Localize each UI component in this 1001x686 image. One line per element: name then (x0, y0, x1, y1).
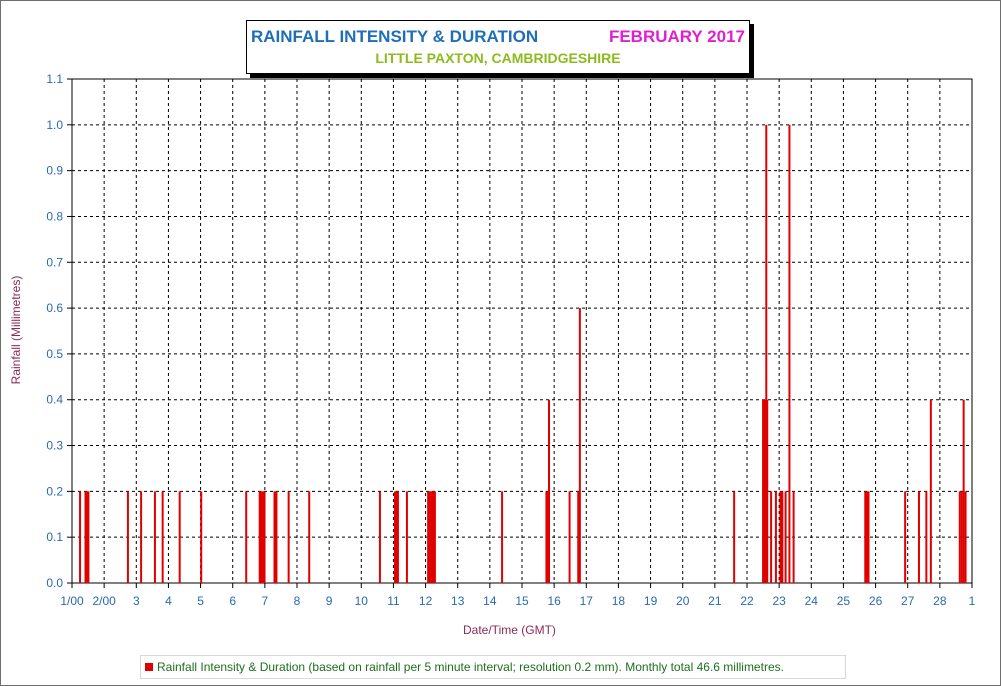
x-tick-label: 12 (419, 594, 433, 608)
rainfall-bar (784, 491, 787, 583)
rainfall-bar (568, 491, 571, 583)
rainfall-bar (770, 491, 773, 583)
rainfall-bar (245, 491, 248, 583)
rainfall-bar (764, 399, 766, 583)
rainfall-bar (925, 491, 928, 583)
rainfall-bar (287, 491, 290, 583)
y-axis-label: Rainfall (Millimetres) (9, 275, 23, 385)
chart-subtitle: LITTLE PAXTON, CAMBRIDGESHIRE (375, 50, 621, 66)
rainfall-bar (774, 491, 777, 583)
rainfall-bar (864, 491, 867, 583)
x-tick-label: 23 (772, 594, 786, 608)
x-tick-label: 10 (355, 594, 369, 608)
rainfall-bar (178, 491, 181, 583)
rainfall-bar (161, 491, 164, 583)
rainfall-bar (577, 491, 580, 583)
y-tick-label: 0.7 (46, 255, 63, 269)
x-tick-label: 28 (933, 594, 947, 608)
y-tick-label: 0.2 (46, 484, 63, 498)
x-tick-label: 6 (229, 594, 236, 608)
chart-period: FEBRUARY 2017 (608, 27, 745, 46)
x-tick-label: 20 (676, 594, 690, 608)
rainfall-bar (308, 491, 311, 583)
x-tick-label: 26 (869, 594, 883, 608)
rainfall-bar (79, 491, 82, 583)
rainfall-bar (865, 491, 868, 583)
x-tick-label: 14 (483, 594, 497, 608)
rainfall-bar (917, 491, 920, 583)
x-tick-label: 1/00 (60, 594, 84, 608)
chart-title: RAINFALL INTENSITY & DURATION (251, 27, 539, 46)
rainfall-bar (766, 399, 769, 583)
x-tick-label: 17 (580, 594, 594, 608)
x-tick-label: 22 (740, 594, 754, 608)
x-tick-label: 18 (612, 594, 626, 608)
rainfall-bar (733, 491, 736, 583)
x-tick-label: 1 (969, 594, 976, 608)
x-tick-label: 4 (165, 594, 172, 608)
y-tick-label: 1.1 (46, 72, 63, 86)
x-tick-label: 24 (805, 594, 819, 608)
x-tick-label: 25 (837, 594, 851, 608)
rainfall-bar (960, 491, 963, 583)
rainfall-bar (765, 124, 768, 584)
rainfall-bar (396, 491, 399, 583)
rainfall-bar (964, 491, 967, 583)
x-tick-label: 19 (644, 594, 658, 608)
rainfall-bar (433, 491, 436, 583)
rainfall-bar (263, 491, 266, 583)
x-tick-label: 3 (133, 594, 140, 608)
rainfall-bar (792, 491, 795, 583)
x-tick-label: 8 (294, 594, 301, 608)
y-tick-label: 0.5 (46, 347, 63, 361)
x-tick-label: 5 (197, 594, 204, 608)
legend-swatch (145, 663, 153, 671)
x-tick-label: 21 (708, 594, 722, 608)
rainfall-bar (904, 491, 907, 583)
rainfall-bar (153, 491, 156, 583)
y-axis-ticks: 0.0 0.1 0.2 0.3 0.4 0.5 0.6 0.7 0.8 0.9 1.0 1.1 (46, 72, 72, 590)
x-tick-label: 16 (547, 594, 561, 608)
x-tick-label: 13 (451, 594, 465, 608)
rainfall-bar (962, 399, 965, 583)
rainfall-bar (126, 491, 129, 583)
y-tick-label: 0.0 (46, 576, 63, 590)
y-tick-label: 0.8 (46, 209, 63, 223)
y-tick-label: 0.9 (46, 164, 63, 178)
title-box: RAINFALL INTENSITY & DURATION FEBRUARY 2… (246, 20, 750, 74)
rainfall-bar (548, 399, 550, 583)
legend: Rainfall Intensity & Duration (based on … (140, 655, 846, 679)
rainfall-bar (378, 491, 381, 583)
x-tick-label: 27 (901, 594, 915, 608)
rainfall-bar (275, 491, 278, 583)
legend-label: Rainfall Intensity & Duration (based on … (157, 660, 784, 674)
rainfall-bar (140, 491, 143, 583)
grid-lines (72, 79, 972, 583)
x-tick-label: 15 (515, 594, 529, 608)
y-tick-label: 0.6 (46, 301, 63, 315)
y-tick-label: 1.0 (46, 118, 63, 132)
rainfall-bar (87, 491, 90, 583)
rainfall-bar (929, 399, 932, 583)
rainfall-bar (405, 491, 408, 583)
x-axis-ticks: 1/00 2/00 3 4 5 6 7 8 9 10 11 12 13 14 15 16 17 18 19 20 21 2… (60, 583, 976, 608)
rainfall-bars (79, 124, 967, 584)
rainfall-bar (200, 491, 203, 583)
x-tick-label: 2/00 (92, 594, 116, 608)
y-tick-label: 0.3 (46, 439, 63, 453)
rainfall-bar (501, 491, 504, 583)
x-axis-label: Date/Time (GMT) (463, 623, 556, 637)
rainfall-bar (788, 124, 791, 584)
y-tick-label: 0.4 (46, 393, 63, 407)
x-tick-label: 11 (387, 594, 400, 608)
rainfall-bar (958, 491, 961, 583)
x-tick-label: 7 (262, 594, 269, 608)
rainfall-bar (781, 491, 784, 583)
y-tick-label: 0.1 (46, 530, 63, 544)
rainfall-bar (578, 308, 581, 583)
x-tick-label: 9 (326, 594, 333, 608)
rainfall-bar (867, 491, 870, 583)
